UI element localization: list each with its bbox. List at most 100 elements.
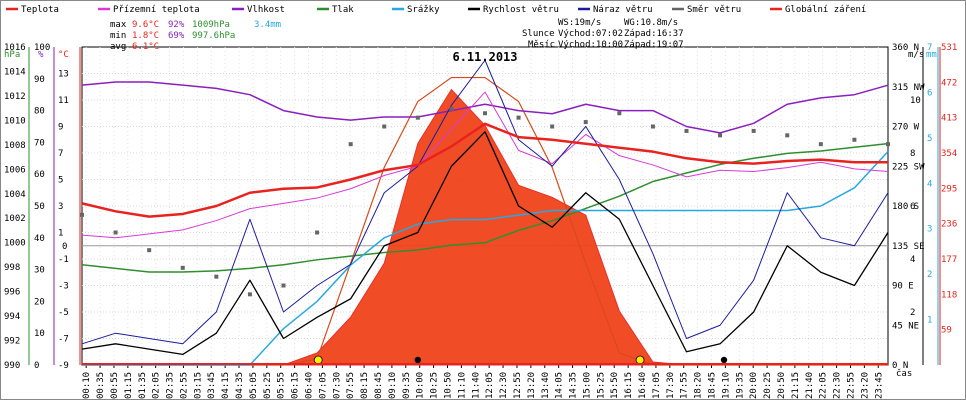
temperature-tick-label: 5 xyxy=(58,176,63,186)
stat-min-label: min xyxy=(110,31,126,41)
x-tick-label: 22:05 xyxy=(819,372,829,399)
pressure-tick-label: 1010 xyxy=(4,116,26,126)
x-tick-label: 20:50 xyxy=(777,372,787,399)
pressure-tick-label: 990 xyxy=(4,361,20,371)
wind-speed-tick-label: 2 xyxy=(910,308,915,318)
x-tick-label: 13:20 xyxy=(527,372,537,399)
x-tick-label: 20:25 xyxy=(763,372,773,399)
temperature-tick-label: 11 xyxy=(58,96,69,106)
legend-label: Globální záření xyxy=(785,5,866,15)
pressure-tick-label: 996 xyxy=(4,288,20,298)
x-tick-label: 14:05 xyxy=(555,372,565,399)
humidity-tick-label: 30 xyxy=(34,266,45,276)
pressure-tick-label: 1008 xyxy=(4,141,26,151)
wind-direction-point xyxy=(583,120,588,125)
x-tick-label: 02:05 xyxy=(152,372,162,399)
pressure-tick-label: 994 xyxy=(4,312,20,322)
wind-direction-point xyxy=(718,133,723,138)
x-tick-label: 16:15 xyxy=(624,372,634,399)
temperature-tick-label: -7 xyxy=(58,335,69,345)
wind-speed-axis-unit: m/s xyxy=(908,50,924,60)
x-tick-label: 17:30 xyxy=(666,372,676,399)
wind-direction-point xyxy=(281,283,286,288)
wind-direction-point xyxy=(315,230,320,235)
x-tick-label: 00:10 xyxy=(82,372,92,399)
x-tick-label: 19:35 xyxy=(735,372,745,399)
wind-wg: WG:10.8m/s xyxy=(624,18,678,28)
wind-direction-tick-label: 0 N xyxy=(892,361,908,371)
x-tick-label: 04:35 xyxy=(235,372,245,399)
humidity-tick-label: 0 xyxy=(34,361,39,371)
x-tick-label: 12:30 xyxy=(499,372,509,399)
moon-label: Měsíc xyxy=(528,40,555,50)
x-tick-label: 23:45 xyxy=(874,372,884,399)
x-tick-label: 17:55 xyxy=(680,372,690,399)
sunset-marker xyxy=(635,355,645,365)
wind-direction-point xyxy=(348,142,353,147)
wind-direction-point xyxy=(886,142,890,147)
pressure-axis-unit: hPa xyxy=(4,50,20,60)
x-tick-label: 23:20 xyxy=(860,372,870,399)
x-tick-label: 05:55 xyxy=(277,372,287,399)
temperature-tick-label: -9 xyxy=(58,361,69,371)
temperature-tick-label: -3 xyxy=(58,282,69,292)
radiation-tick-label: 472 xyxy=(941,78,957,88)
pressure-tick-label: 1002 xyxy=(4,214,26,224)
stat-max-hum: 92% xyxy=(168,20,185,30)
x-tick-label: 03:15 xyxy=(193,372,203,399)
humidity-tick-label: 100 xyxy=(34,43,50,53)
legend-label: Směr větru xyxy=(687,5,741,15)
pressure-tick-label: 998 xyxy=(4,263,20,273)
humidity-tick-label: 40 xyxy=(34,234,45,244)
x-axis-label: čas xyxy=(896,368,912,379)
humidity-axis-unit: % xyxy=(38,50,44,60)
wind-direction-point xyxy=(751,128,756,133)
series-rychlost-vetru xyxy=(81,131,889,356)
legend-label: Srážky xyxy=(407,5,440,15)
humidity-tick-label: 80 xyxy=(34,107,45,117)
temperature-axis-unit: °C xyxy=(58,50,69,60)
wind-direction-point xyxy=(483,111,487,116)
legend-label: Přízemní teplota xyxy=(113,5,200,15)
stat-avg-temp: 6.1°C xyxy=(132,42,159,52)
temperature-tick-label: -5 xyxy=(58,308,69,318)
legend-label: Tlak xyxy=(332,5,354,15)
x-tick-label: 13:40 xyxy=(541,372,551,399)
radiation-tick-label: 59 xyxy=(941,326,952,336)
series-tlak xyxy=(81,142,889,273)
pressure-tick-label: 1012 xyxy=(4,92,26,102)
humidity-tick-label: 70 xyxy=(34,138,45,148)
legend-label: Teplota xyxy=(21,5,59,15)
wind-direction-point xyxy=(785,133,790,138)
series-vlhkost xyxy=(81,81,889,134)
x-tick-label: 12:55 xyxy=(513,372,523,399)
wind-speed-tick-label: 6 xyxy=(910,202,915,212)
rain-tick-label: 1 xyxy=(927,316,932,326)
wind-direction-point xyxy=(214,274,219,279)
wind-speed-tick-label: 10 xyxy=(910,96,921,106)
x-tick-label: 05:05 xyxy=(249,372,259,399)
legend-label: Rychlost větru xyxy=(483,5,559,15)
moonrise-marker xyxy=(414,356,422,364)
x-tick-label: 18:45 xyxy=(708,372,718,399)
temperature-tick-label: -1 xyxy=(58,255,69,265)
legend-label: Vlhkost xyxy=(247,5,285,15)
x-tick-label: 12:05 xyxy=(485,372,495,399)
pressure-tick-label: 992 xyxy=(4,337,20,347)
wind-direction-tick-label: 180 S xyxy=(892,202,919,212)
stat-max-press: 1009hPa xyxy=(192,20,230,30)
series-prizemni-teplota xyxy=(81,91,889,239)
x-tick-label: 07:55 xyxy=(346,372,356,399)
wind-direction-point xyxy=(113,230,118,235)
wind-direction-point xyxy=(684,128,689,133)
x-tick-label: 07:05 xyxy=(318,372,328,399)
legend-label: Náraz větru xyxy=(593,5,653,15)
x-tick-label: 22:30 xyxy=(833,372,843,399)
x-tick-label: 18:20 xyxy=(694,372,704,399)
pressure-tick-label: 1014 xyxy=(4,67,26,77)
humidity-tick-label: 60 xyxy=(34,170,45,180)
x-tick-label: 10:50 xyxy=(443,372,453,399)
chart-title: 6.11.2013 xyxy=(452,50,517,64)
